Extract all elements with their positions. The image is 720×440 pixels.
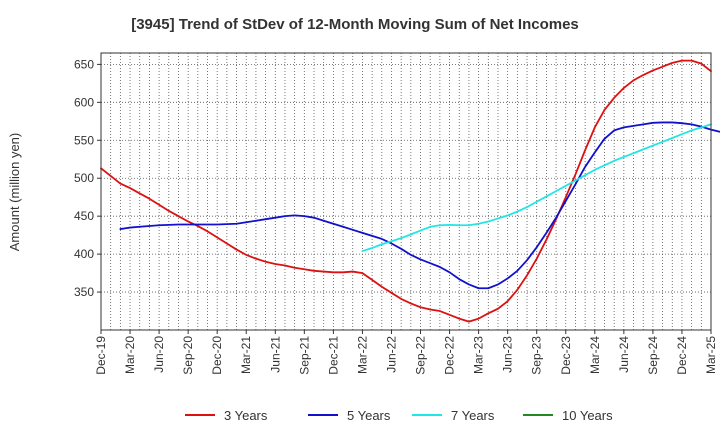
grid: [101, 53, 711, 330]
legend-label-10-years: 10 Years: [562, 408, 613, 423]
x-tick-label: Mar-21: [239, 336, 253, 374]
x-tick-label: Mar-23: [472, 336, 486, 374]
legend: 3 Years 5 Years 7 Years 10 Years: [185, 408, 613, 423]
x-tick-label: Mar-25: [704, 336, 718, 374]
series-line-7-years: [361, 123, 712, 252]
x-tick-label: Jun-23: [501, 336, 515, 373]
x-axis-ticks: Dec-19 Mar-20 Jun-20 Sep-20 Dec-20 Mar-21 Jun-…: [94, 330, 718, 375]
chart-title: [3945] Trend of StDev of 12-Month Moving…: [131, 16, 579, 33]
x-tick-label: Dec-23: [559, 336, 573, 375]
series-lines: [100, 59, 720, 323]
legend-label-3-years: 3 Years: [224, 408, 268, 423]
y-tick-label: 400: [74, 247, 94, 261]
y-axis-ticks: 350 400 450 500 550 600 650: [74, 57, 101, 299]
y-tick-label: 650: [74, 57, 94, 71]
x-tick-label: Sep-23: [530, 336, 544, 375]
plot-frame: [100, 52, 712, 331]
x-tick-label: Jun-24: [617, 336, 631, 373]
x-tick-label: Mar-24: [588, 336, 602, 374]
series-line-5-years: [119, 121, 720, 290]
x-tick-label: Jun-22: [384, 336, 398, 373]
x-tick-label: Dec-20: [210, 336, 224, 375]
y-tick-label: 550: [74, 133, 94, 147]
x-tick-label: Mar-20: [123, 336, 137, 374]
x-tick-label: Dec-24: [675, 336, 689, 375]
y-tick-label: 450: [74, 209, 94, 223]
y-axis-label: Amount (million yen): [7, 133, 22, 252]
x-tick-label: Sep-20: [181, 336, 195, 375]
x-tick-label: Dec-19: [94, 336, 108, 375]
legend-label-7-years: 7 Years: [451, 408, 495, 423]
x-tick-label: Dec-22: [443, 336, 457, 375]
x-tick-label: Mar-22: [355, 336, 369, 374]
x-tick-label: Sep-21: [297, 336, 311, 375]
y-tick-label: 600: [74, 95, 94, 109]
legend-label-5-years: 5 Years: [347, 408, 391, 423]
y-tick-label: 350: [74, 285, 94, 299]
x-tick-label: Jun-20: [152, 336, 166, 373]
x-tick-label: Sep-22: [414, 336, 428, 375]
x-tick-label: Jun-21: [268, 336, 282, 373]
y-tick-label: 500: [74, 171, 94, 185]
series-line-3-years: [100, 59, 712, 323]
x-tick-label: Sep-24: [646, 336, 660, 375]
x-tick-label: Dec-21: [326, 336, 340, 375]
